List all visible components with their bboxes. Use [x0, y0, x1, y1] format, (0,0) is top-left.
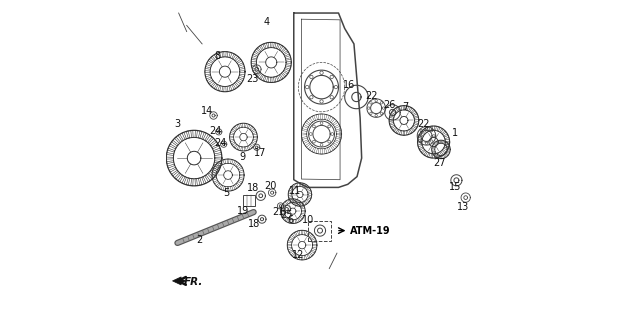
Polygon shape	[173, 277, 181, 285]
Text: 18: 18	[248, 219, 260, 229]
Text: 8: 8	[214, 51, 221, 61]
Text: 17: 17	[253, 148, 266, 158]
Text: 13: 13	[458, 202, 470, 212]
Text: 27: 27	[433, 158, 446, 168]
Text: 23: 23	[246, 74, 259, 84]
Text: 19: 19	[237, 206, 249, 216]
Text: 14: 14	[201, 106, 214, 116]
Text: 21: 21	[272, 207, 285, 217]
Text: 2: 2	[196, 235, 202, 245]
Text: 10: 10	[301, 215, 314, 225]
Text: 5: 5	[223, 188, 230, 198]
Text: 4: 4	[264, 17, 270, 27]
Text: ATM-19: ATM-19	[350, 226, 391, 236]
Text: 16: 16	[343, 80, 355, 90]
Text: FR.: FR.	[184, 277, 203, 287]
Text: 25: 25	[280, 210, 292, 220]
Text: 18: 18	[247, 183, 259, 193]
Bar	[243, 195, 255, 206]
Text: 7: 7	[402, 102, 408, 112]
Text: 22: 22	[365, 91, 378, 101]
Text: 24: 24	[209, 126, 221, 136]
Text: 26: 26	[383, 100, 396, 110]
Text: 15: 15	[449, 182, 461, 193]
Text: 1: 1	[452, 128, 458, 138]
Text: 3: 3	[174, 119, 180, 129]
Text: 11: 11	[289, 186, 301, 197]
Text: 9: 9	[239, 152, 245, 162]
Text: 24: 24	[214, 138, 227, 148]
Text: 12: 12	[292, 250, 305, 260]
Text: 6: 6	[287, 215, 293, 225]
Bar	[308, 221, 332, 241]
Text: 22: 22	[417, 119, 429, 129]
Text: 20: 20	[264, 181, 276, 192]
